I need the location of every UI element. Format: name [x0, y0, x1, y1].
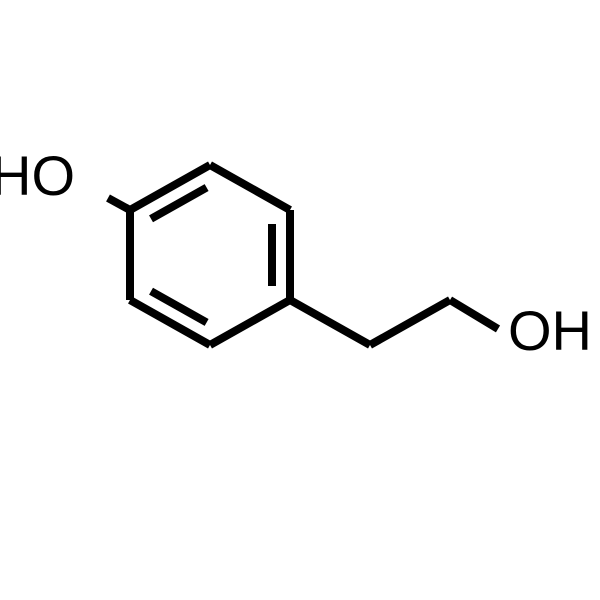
molecule-diagram: HO OH: [0, 0, 600, 600]
atom-label: OH: [508, 299, 592, 362]
atom-label: HO: [0, 144, 75, 207]
